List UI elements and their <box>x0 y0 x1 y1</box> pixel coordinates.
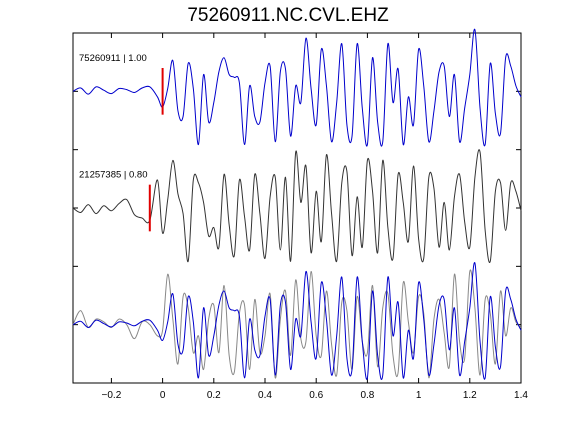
x-tick-label: 0.8 <box>360 390 374 401</box>
trace-master-panel-1 <box>72 29 522 147</box>
x-tick-label: 1 <box>416 390 422 401</box>
x-tick-label: 1.4 <box>514 390 528 401</box>
chart-title: 75260911.NC.CVL.EHZ <box>187 5 389 26</box>
x-tick-label: 1.2 <box>463 390 477 401</box>
traces <box>72 29 522 380</box>
trace-correlated-panel-2 <box>72 149 522 263</box>
x-tick-label: −0.2 <box>102 390 122 401</box>
trace-label-panel-1: 75260911 | 1.00 <box>79 53 147 64</box>
trace-label-panel-2: 21257385 | 0.80 <box>79 170 148 181</box>
x-tick-label: 0.2 <box>207 390 221 401</box>
trace-master-panel-3 <box>72 262 522 380</box>
trace-labels: 75260911 | 1.00 21257385 | 0.80 <box>79 53 148 181</box>
x-tick-label: 0.4 <box>258 390 272 401</box>
x-ticks: −0.2 0 0.2 0.4 0.6 0.8 1 1.2 1.4 <box>102 33 528 401</box>
trace-correlated_aligned-panel-3 <box>72 269 522 379</box>
x-tick-label: 0.6 <box>309 390 323 401</box>
x-tick-label: 0 <box>160 390 166 401</box>
